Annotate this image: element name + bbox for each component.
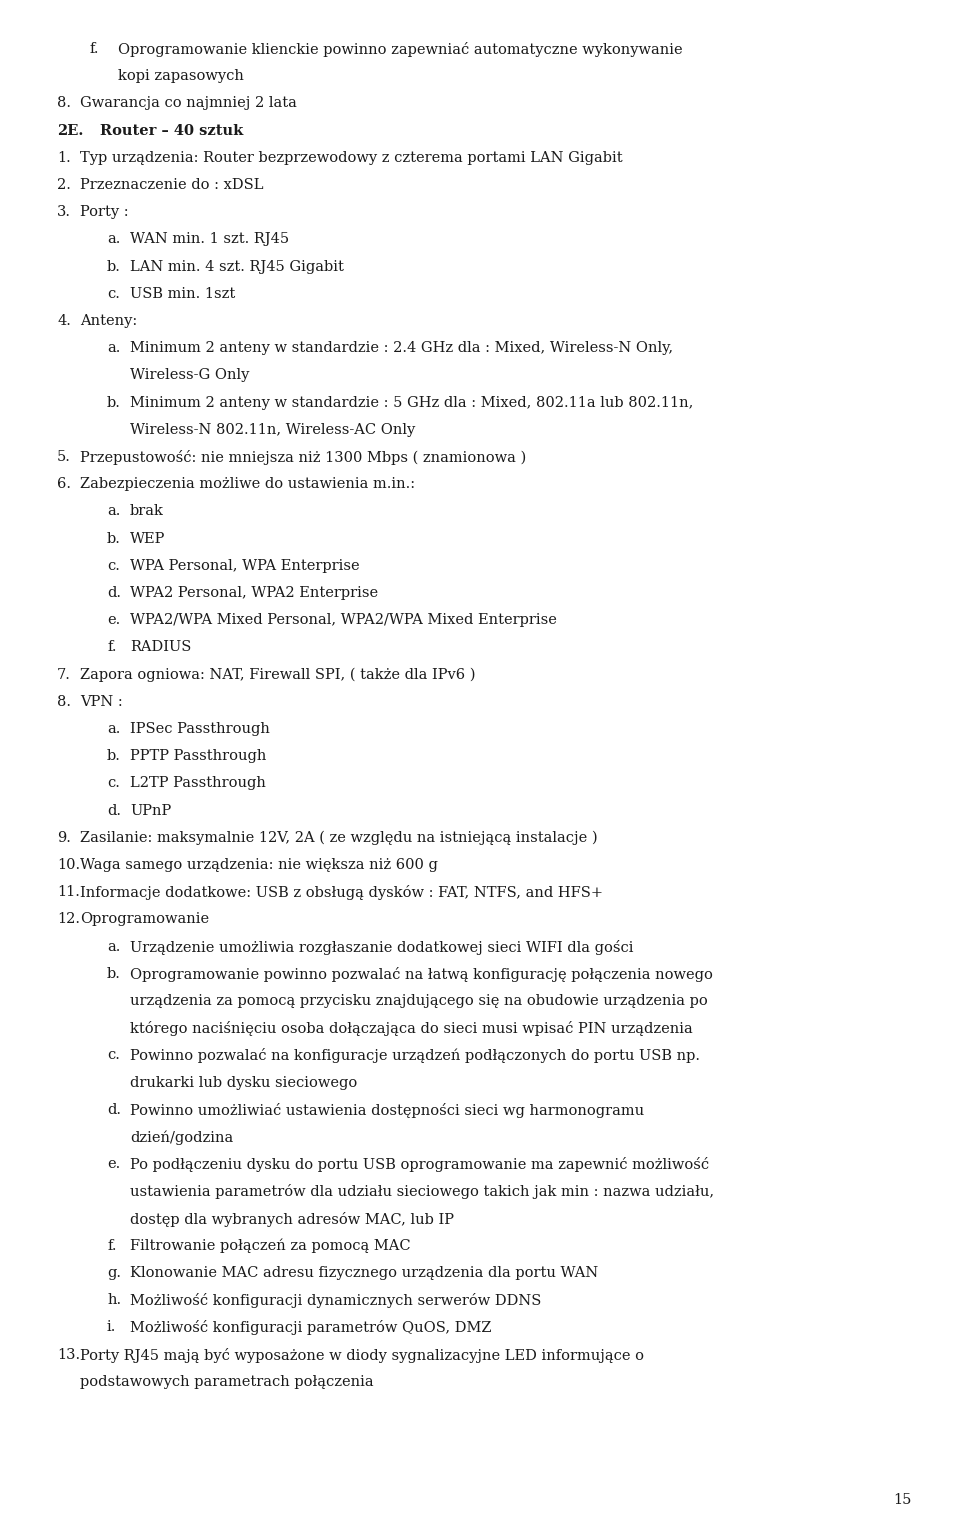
Text: a.: a. xyxy=(107,505,120,518)
Text: a.: a. xyxy=(107,722,120,735)
Text: f.: f. xyxy=(90,41,100,57)
Text: d.: d. xyxy=(107,1102,121,1116)
Text: 2E.: 2E. xyxy=(57,124,84,138)
Text: Porty :: Porty : xyxy=(80,205,129,219)
Text: podstawowych parametrach połączenia: podstawowych parametrach połączenia xyxy=(80,1375,373,1388)
Text: Przeznaczenie do : xDSL: Przeznaczenie do : xDSL xyxy=(80,177,263,193)
Text: 11.: 11. xyxy=(57,885,80,899)
Text: Zapora ogniowa: NAT, Firewall SPI, ( także dla IPv6 ): Zapora ogniowa: NAT, Firewall SPI, ( tak… xyxy=(80,668,475,682)
Text: 12.: 12. xyxy=(57,913,80,927)
Text: 8.: 8. xyxy=(57,694,71,709)
Text: kopi zapasowych: kopi zapasowych xyxy=(118,69,244,83)
Text: g.: g. xyxy=(107,1266,121,1280)
Text: c.: c. xyxy=(107,287,120,301)
Text: Anteny:: Anteny: xyxy=(80,313,137,329)
Text: a.: a. xyxy=(107,232,120,246)
Text: i.: i. xyxy=(107,1321,116,1335)
Text: 6.: 6. xyxy=(57,477,71,491)
Text: Powinno pozwalać na konfiguracje urządzeń podłączonych do portu USB np.: Powinno pozwalać na konfiguracje urządze… xyxy=(130,1049,700,1063)
Text: 7.: 7. xyxy=(57,668,71,682)
Text: Po podłączeniu dysku do portu USB oprogramowanie ma zapewnić możliwość: Po podłączeniu dysku do portu USB oprogr… xyxy=(130,1157,709,1173)
Text: a.: a. xyxy=(107,341,120,355)
Text: e.: e. xyxy=(107,1157,120,1171)
Text: dostęp dla wybranych adresów MAC, lub IP: dostęp dla wybranych adresów MAC, lub IP xyxy=(130,1211,454,1226)
Text: Urządzenie umożliwia rozgłaszanie dodatkowej sieci WIFI dla gości: Urządzenie umożliwia rozgłaszanie dodatk… xyxy=(130,940,634,954)
Text: Minimum 2 anteny w standardzie : 5 GHz dla : Mixed, 802.11a lub 802.11n,: Minimum 2 anteny w standardzie : 5 GHz d… xyxy=(130,396,693,410)
Text: b.: b. xyxy=(107,966,121,980)
Text: Zasilanie: maksymalnie 12V, 2A ( ze względu na istniejącą instalacje ): Zasilanie: maksymalnie 12V, 2A ( ze wzgl… xyxy=(80,830,598,846)
Text: f.: f. xyxy=(107,1238,116,1252)
Text: Oprogramowanie klienckie powinno zapewniać automatyczne wykonywanie: Oprogramowanie klienckie powinno zapewni… xyxy=(118,41,683,57)
Text: 10.: 10. xyxy=(57,858,80,872)
Text: brak: brak xyxy=(130,505,164,518)
Text: 9.: 9. xyxy=(57,830,71,846)
Text: Porty RJ45 mają być wyposażone w diody sygnalizacyjne LED informujące o: Porty RJ45 mają być wyposażone w diody s… xyxy=(80,1347,644,1362)
Text: Klonowanie MAC adresu fizycznego urządzenia dla portu WAN: Klonowanie MAC adresu fizycznego urządze… xyxy=(130,1266,598,1280)
Text: Zabezpieczenia możliwe do ustawienia m.in.:: Zabezpieczenia możliwe do ustawienia m.i… xyxy=(80,477,415,491)
Text: 1.: 1. xyxy=(57,151,71,165)
Text: 8.: 8. xyxy=(57,96,71,110)
Text: b.: b. xyxy=(107,396,121,410)
Text: f.: f. xyxy=(107,641,116,654)
Text: Filtrowanie połączeń za pomocą MAC: Filtrowanie połączeń za pomocą MAC xyxy=(130,1238,411,1254)
Text: WPA Personal, WPA Enterprise: WPA Personal, WPA Enterprise xyxy=(130,558,360,573)
Text: Powinno umożliwiać ustawienia dostępności sieci wg harmonogramu: Powinno umożliwiać ustawienia dostępnośc… xyxy=(130,1102,644,1118)
Text: PPTP Passthrough: PPTP Passthrough xyxy=(130,749,266,763)
Text: Minimum 2 anteny w standardzie : 2.4 GHz dla : Mixed, Wireless-N Only,: Minimum 2 anteny w standardzie : 2.4 GHz… xyxy=(130,341,673,355)
Text: h.: h. xyxy=(107,1294,121,1307)
Text: 2.: 2. xyxy=(57,177,71,193)
Text: d.: d. xyxy=(107,804,121,818)
Text: 3.: 3. xyxy=(57,205,71,219)
Text: 13.: 13. xyxy=(57,1347,80,1362)
Text: Możliwość konfiguracji dynamicznych serwerów DDNS: Możliwość konfiguracji dynamicznych serw… xyxy=(130,1294,541,1309)
Text: 5.: 5. xyxy=(57,450,71,463)
Text: Gwarancja co najmniej 2 lata: Gwarancja co najmniej 2 lata xyxy=(80,96,297,110)
Text: ustawienia parametrów dla udziału sieciowego takich jak min : nazwa udziału,: ustawienia parametrów dla udziału siecio… xyxy=(130,1185,714,1199)
Text: VPN :: VPN : xyxy=(80,694,123,709)
Text: WEP: WEP xyxy=(130,532,165,546)
Text: Wireless-G Only: Wireless-G Only xyxy=(130,368,250,382)
Text: d.: d. xyxy=(107,586,121,599)
Text: dzień/godzina: dzień/godzina xyxy=(130,1130,233,1145)
Text: b.: b. xyxy=(107,532,121,546)
Text: którego naciśnięciu osoba dołączająca do sieci musi wpisać PIN urządzenia: którego naciśnięciu osoba dołączająca do… xyxy=(130,1021,693,1037)
Text: Przepustowość: nie mniejsza niż 1300 Mbps ( znamionowa ): Przepustowość: nie mniejsza niż 1300 Mbp… xyxy=(80,450,526,465)
Text: Waga samego urządzenia: nie większa niż 600 g: Waga samego urządzenia: nie większa niż … xyxy=(80,858,438,872)
Text: a.: a. xyxy=(107,940,120,954)
Text: Oprogramowanie powinno pozwalać na łatwą konfigurację połączenia nowego: Oprogramowanie powinno pozwalać na łatwą… xyxy=(130,966,713,982)
Text: b.: b. xyxy=(107,260,121,274)
Text: WAN min. 1 szt. RJ45: WAN min. 1 szt. RJ45 xyxy=(130,232,289,246)
Text: UPnP: UPnP xyxy=(130,804,171,818)
Text: Możliwość konfiguracji parametrów QuOS, DMZ: Możliwość konfiguracji parametrów QuOS, … xyxy=(130,1321,492,1335)
Text: c.: c. xyxy=(107,1049,120,1063)
Text: c.: c. xyxy=(107,558,120,573)
Text: USB min. 1szt: USB min. 1szt xyxy=(130,287,235,301)
Text: Router – 40 sztuk: Router – 40 sztuk xyxy=(100,124,243,138)
Text: c.: c. xyxy=(107,777,120,790)
Text: drukarki lub dysku sieciowego: drukarki lub dysku sieciowego xyxy=(130,1075,357,1090)
Text: Informacje dodatkowe: USB z obsługą dysków : FAT, NTFS, and HFS+: Informacje dodatkowe: USB z obsługą dysk… xyxy=(80,885,603,901)
Text: b.: b. xyxy=(107,749,121,763)
Text: Wireless-N 802.11n, Wireless-AC Only: Wireless-N 802.11n, Wireless-AC Only xyxy=(130,424,416,437)
Text: LAN min. 4 szt. RJ45 Gigabit: LAN min. 4 szt. RJ45 Gigabit xyxy=(130,260,344,274)
Text: WPA2 Personal, WPA2 Enterprise: WPA2 Personal, WPA2 Enterprise xyxy=(130,586,378,599)
Text: RADIUS: RADIUS xyxy=(130,641,191,654)
Text: Oprogramowanie: Oprogramowanie xyxy=(80,913,209,927)
Text: IPSec Passthrough: IPSec Passthrough xyxy=(130,722,270,735)
Text: 4.: 4. xyxy=(57,313,71,329)
Text: WPA2/WPA Mixed Personal, WPA2/WPA Mixed Enterprise: WPA2/WPA Mixed Personal, WPA2/WPA Mixed … xyxy=(130,613,557,627)
Text: L2TP Passthrough: L2TP Passthrough xyxy=(130,777,266,790)
Text: 15: 15 xyxy=(894,1492,912,1508)
Text: Typ urządzenia: Router bezprzewodowy z czterema portami LAN Gigabit: Typ urządzenia: Router bezprzewodowy z c… xyxy=(80,151,623,165)
Text: e.: e. xyxy=(107,613,120,627)
Text: urządzenia za pomocą przycisku znajdującego się na obudowie urządzenia po: urządzenia za pomocą przycisku znajdując… xyxy=(130,994,708,1008)
